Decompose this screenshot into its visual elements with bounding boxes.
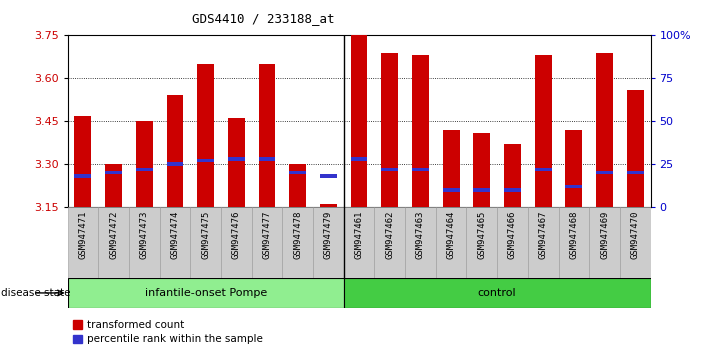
Bar xyxy=(528,207,559,278)
Text: GSM947464: GSM947464 xyxy=(447,211,456,259)
Bar xyxy=(252,207,282,278)
Bar xyxy=(443,188,459,192)
Bar xyxy=(282,207,313,278)
Bar xyxy=(381,167,398,171)
Bar xyxy=(289,164,306,207)
Bar xyxy=(166,162,183,166)
Text: GSM947470: GSM947470 xyxy=(631,211,640,259)
Bar xyxy=(105,164,122,207)
Text: control: control xyxy=(478,288,516,298)
Text: GSM947473: GSM947473 xyxy=(140,211,149,259)
Text: GSM947467: GSM947467 xyxy=(539,211,547,259)
Bar xyxy=(351,35,368,207)
Bar xyxy=(504,188,521,192)
Bar xyxy=(221,207,252,278)
Bar xyxy=(436,207,466,278)
Text: GSM947472: GSM947472 xyxy=(109,211,118,259)
Bar xyxy=(98,207,129,278)
Bar xyxy=(466,207,497,278)
Text: GSM947475: GSM947475 xyxy=(201,211,210,259)
Bar xyxy=(497,207,528,278)
Text: GSM947462: GSM947462 xyxy=(385,211,394,259)
Bar xyxy=(105,171,122,175)
Bar xyxy=(289,171,306,175)
Bar xyxy=(627,171,643,175)
Bar xyxy=(75,175,91,178)
Bar xyxy=(136,121,153,207)
Text: GSM947463: GSM947463 xyxy=(416,211,425,259)
Bar xyxy=(381,52,398,207)
Text: GSM947465: GSM947465 xyxy=(477,211,486,259)
Bar xyxy=(351,157,368,161)
Bar xyxy=(129,207,159,278)
Text: GDS4410 / 233188_at: GDS4410 / 233188_at xyxy=(192,12,334,25)
Legend: transformed count, percentile rank within the sample: transformed count, percentile rank withi… xyxy=(73,320,263,344)
Bar xyxy=(228,157,245,161)
Bar xyxy=(504,144,521,207)
Bar xyxy=(68,207,98,278)
Bar xyxy=(565,130,582,207)
Bar xyxy=(343,278,651,308)
Bar xyxy=(443,130,459,207)
Bar xyxy=(320,175,337,178)
Bar xyxy=(228,118,245,207)
Bar xyxy=(559,207,589,278)
Text: GSM947461: GSM947461 xyxy=(355,211,363,259)
Bar xyxy=(412,167,429,171)
Text: disease state: disease state xyxy=(1,288,71,298)
Text: GSM947471: GSM947471 xyxy=(78,211,87,259)
Text: GSM947468: GSM947468 xyxy=(570,211,578,259)
Bar xyxy=(259,157,275,161)
Bar xyxy=(197,159,214,162)
Text: GSM947469: GSM947469 xyxy=(600,211,609,259)
Bar xyxy=(589,207,620,278)
Bar xyxy=(620,207,651,278)
Bar xyxy=(166,96,183,207)
Bar xyxy=(596,171,613,175)
Bar xyxy=(627,90,643,207)
Bar xyxy=(474,188,491,192)
Bar xyxy=(405,207,436,278)
Bar xyxy=(191,207,221,278)
Text: GSM947474: GSM947474 xyxy=(171,211,179,259)
Bar xyxy=(565,185,582,188)
Text: GSM947478: GSM947478 xyxy=(293,211,302,259)
Bar xyxy=(197,64,214,207)
Text: GSM947479: GSM947479 xyxy=(324,211,333,259)
Bar xyxy=(412,56,429,207)
Bar xyxy=(375,207,405,278)
Bar xyxy=(343,207,375,278)
Bar xyxy=(136,167,153,171)
Bar xyxy=(313,207,343,278)
Text: GSM947476: GSM947476 xyxy=(232,211,241,259)
Bar xyxy=(596,52,613,207)
Text: GSM947466: GSM947466 xyxy=(508,211,517,259)
Bar xyxy=(68,278,343,308)
Bar xyxy=(474,133,491,207)
Bar xyxy=(535,56,552,207)
Bar xyxy=(259,64,275,207)
Bar xyxy=(535,167,552,171)
Text: infantile-onset Pompe: infantile-onset Pompe xyxy=(144,288,267,298)
Text: GSM947477: GSM947477 xyxy=(262,211,272,259)
Bar xyxy=(320,204,337,207)
Bar xyxy=(75,115,91,207)
Bar xyxy=(159,207,191,278)
